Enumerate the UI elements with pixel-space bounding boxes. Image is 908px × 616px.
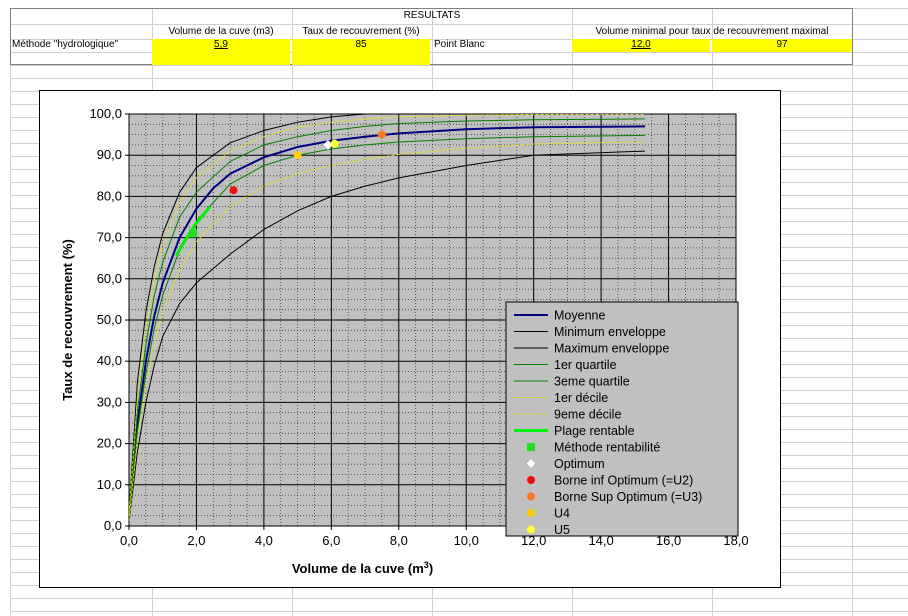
legend-swatch [527, 525, 535, 534]
recovery-chart: 0,0 2,0 4,0 6,0 8,0 10,0 12,0 14,0 16,0 18,0 0,0 10… [60, 106, 749, 576]
legend-label: Moyenne [554, 309, 605, 323]
method-cell[interactable]: Méthode "hydrologique" [12, 39, 119, 50]
series-line-3 [129, 134, 646, 520]
legend-swatch [525, 458, 537, 469]
taux-value-cell[interactable]: 85 [292, 39, 430, 65]
volume-min-value-cell[interactable]: 12,0 [572, 39, 710, 52]
series-line-7 [174, 205, 212, 257]
legend-label: U5 [554, 523, 570, 537]
point-cell[interactable]: Point Blanc [434, 39, 485, 50]
legend-label: U4 [554, 507, 570, 521]
x-tick-label: 16,0 [656, 533, 681, 548]
series-line-6 [129, 114, 646, 514]
series-marker-13 [330, 139, 339, 148]
series-marker-10 [229, 186, 238, 195]
y-tick-label: 40,0 [97, 353, 122, 368]
volume-min-header[interactable]: Volume minimal pour taux de recouvrement… [595, 26, 829, 37]
x-tick-label: 2,0 [187, 533, 205, 548]
volume-value-cell[interactable]: 5,9 [152, 39, 290, 65]
legend-label: Minimum enveloppe [554, 325, 666, 339]
taux-header[interactable]: Taux de recouvrement (%) [302, 26, 420, 37]
y-tick-label: 100,0 [89, 106, 122, 121]
x-tick-label: 18,0 [723, 533, 748, 548]
legend-label: 1er décile [554, 391, 608, 405]
legend-swatch [527, 509, 535, 517]
y-tick-label: 30,0 [97, 394, 122, 409]
x-tick-label: 12,0 [521, 533, 546, 548]
y-tick-label: 90,0 [97, 147, 122, 162]
legend-label: Plage rentable [554, 424, 635, 438]
x-tick-label: 8,0 [390, 533, 408, 548]
legend-label: 9eme décile [554, 408, 621, 422]
legend-swatch [527, 492, 535, 501]
x-tick-label: 6,0 [322, 533, 340, 548]
results-title[interactable]: RESULTATS [403, 10, 461, 21]
legend-label: 3eme quartile [554, 375, 630, 389]
y-tick-label: 20,0 [97, 436, 122, 451]
legend-label: Maximum enveloppe [554, 342, 669, 356]
y-tick-label: 60,0 [97, 271, 122, 286]
chart-legend: Moyenne Minimum enveloppe Maximum envelopp… [505, 301, 739, 537]
y-tick-label: 70,0 [97, 230, 122, 245]
y-axis-label: Taux de recouvrement (%) [60, 239, 75, 401]
legend-label: Borne inf Optimum (=U2) [554, 474, 693, 488]
legend-label: 1er quartile [554, 358, 617, 372]
y-tick-label: 0,0 [104, 518, 122, 533]
y-tick-label: 50,0 [97, 312, 122, 327]
chart-frame[interactable]: 0,0 2,0 4,0 6,0 8,0 10,0 12,0 14,0 16,0 18,0 0,0 10… [39, 90, 781, 588]
taux-max-value-cell[interactable]: 97 [712, 39, 852, 52]
y-tick-label: 10,0 [97, 477, 122, 492]
series-group [129, 114, 646, 522]
series-line-0 [129, 125, 646, 518]
series-marker-11 [377, 130, 386, 139]
series-line-2 [129, 114, 645, 514]
legend-label: Borne Sup Optimum (=U3) [554, 490, 702, 504]
series-marker-8 [189, 229, 198, 238]
volume-header[interactable]: Volume de la cuve (m3) [168, 26, 274, 37]
x-tick-label: 4,0 [255, 533, 273, 548]
series-line-5 [129, 141, 646, 522]
series-marker-12 [293, 151, 302, 160]
legend-label: Méthode rentabilité [554, 441, 660, 455]
x-tick-label: 14,0 [588, 533, 613, 548]
x-tick-label: 10,0 [454, 533, 479, 548]
legend-swatch [527, 476, 535, 484]
legend-box [505, 301, 739, 537]
series-line-1 [129, 150, 646, 522]
y-tick-label: 80,0 [97, 188, 122, 203]
series-line-4 [129, 118, 646, 516]
legend-swatch [527, 443, 535, 451]
plot-grid [129, 114, 736, 526]
x-axis-label: Volume de la cuve (m3) [292, 560, 433, 576]
legend-label: Optimum [554, 457, 605, 471]
x-tick-label: 0,0 [120, 533, 138, 548]
